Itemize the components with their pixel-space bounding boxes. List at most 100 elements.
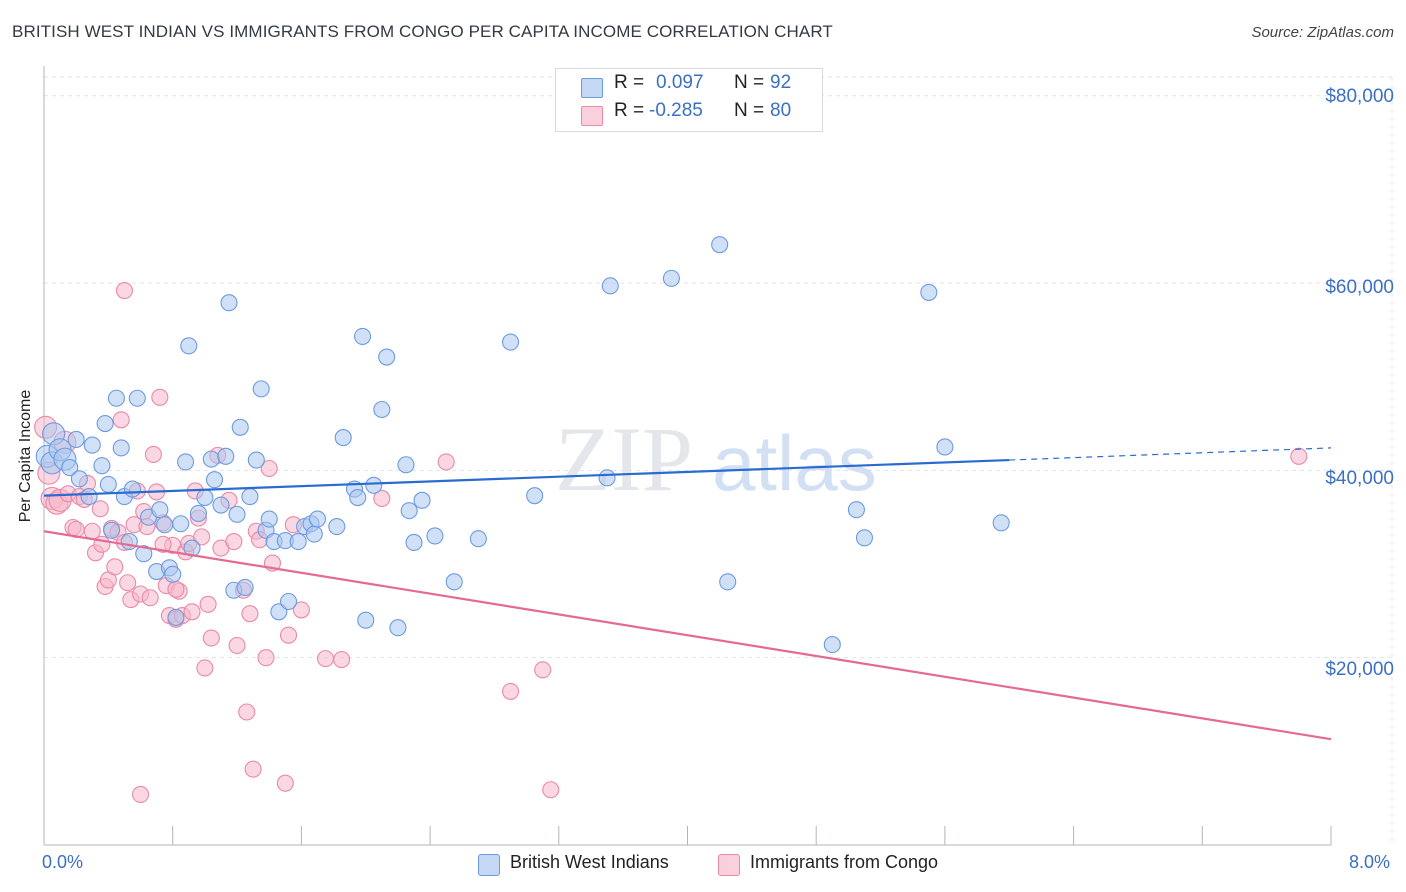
- congo-point: [196, 659, 214, 677]
- bwi-point: [334, 429, 352, 447]
- y-tick-label: $20,000: [1325, 659, 1394, 680]
- congo-point: [167, 580, 185, 598]
- bwi-point: [378, 348, 396, 366]
- congo-point: [238, 703, 256, 721]
- bwi-point: [357, 611, 375, 629]
- bwi-point: [992, 514, 1010, 532]
- bwi-point: [445, 573, 463, 591]
- congo-point: [228, 636, 246, 655]
- blue-swatch: [581, 78, 603, 98]
- bwi-point: [231, 418, 249, 436]
- bwi-point: [205, 471, 224, 489]
- bwi-point: [823, 636, 841, 654]
- bwi-point: [83, 436, 101, 454]
- bwi-point: [128, 389, 146, 407]
- bwi-point: [196, 488, 214, 507]
- bwi-point: [719, 573, 737, 591]
- bwi-point: [99, 475, 117, 493]
- series-name: Immigrants from Congo: [750, 852, 939, 872]
- bwi-point: [289, 532, 307, 551]
- n-label: N =: [734, 72, 765, 93]
- bwi-point: [397, 456, 415, 474]
- bwi-point: [373, 400, 391, 419]
- congo-point: [144, 445, 162, 463]
- y-tick-label: $60,000: [1325, 277, 1394, 298]
- r-value: -0.285: [649, 100, 703, 121]
- source-label: Source: ZipAtlas.com: [1251, 24, 1394, 41]
- n-value: 92: [770, 72, 792, 93]
- congo-point: [437, 453, 455, 471]
- congo-point: [373, 489, 391, 508]
- n-label: N =: [734, 100, 765, 121]
- bwi-point: [180, 337, 198, 355]
- bwi-point: [61, 459, 79, 477]
- bwi-point: [711, 236, 729, 254]
- bwi-point: [212, 496, 230, 514]
- bwi-point: [96, 414, 114, 433]
- bwi-point: [220, 294, 238, 312]
- y-tick-label: $40,000: [1325, 468, 1394, 489]
- congo-point: [141, 589, 159, 607]
- congo-point: [241, 605, 259, 623]
- congo-point: [276, 774, 294, 792]
- bwi-point: [598, 469, 616, 487]
- bwi-point: [177, 453, 195, 471]
- bwi-point: [405, 533, 423, 552]
- congo-point: [151, 388, 169, 406]
- congo-point: [193, 528, 211, 546]
- congo-point: [534, 661, 552, 679]
- bwi-point: [107, 389, 125, 407]
- legend-row-pink: R = -0.285 N = 80: [556, 100, 822, 128]
- bwi-point: [413, 491, 431, 509]
- bwi-point: [920, 283, 938, 301]
- congo-point: [112, 411, 130, 429]
- bwi-point: [172, 515, 190, 533]
- bwi-point: [80, 488, 98, 506]
- bwi-point: [67, 430, 85, 449]
- bwi-point: [400, 502, 418, 520]
- bwi-point: [601, 277, 619, 295]
- bwi-point: [202, 450, 220, 468]
- y-axis-label: Per Capita Income: [17, 389, 34, 523]
- bwi-point: [260, 510, 278, 528]
- chart-title: BRITISH WEST INDIAN VS IMMIGRANTS FROM C…: [12, 22, 833, 41]
- legend-row-blue: R = 0.097 N = 92: [556, 72, 822, 100]
- congo-point: [316, 650, 335, 668]
- bwi-point: [236, 578, 254, 596]
- congo-point: [131, 785, 150, 803]
- congo-point: [199, 595, 217, 613]
- watermark-zip: ZIP: [555, 408, 693, 510]
- bwi-point: [252, 380, 270, 398]
- bwi-point: [279, 592, 298, 611]
- congo-point: [115, 281, 133, 300]
- congo-point: [154, 535, 172, 553]
- bwi-point: [855, 529, 874, 547]
- y-tick-label: $80,000: [1325, 86, 1394, 107]
- bwi-point: [164, 565, 182, 583]
- bwi-point: [228, 505, 246, 523]
- bwi-point: [936, 438, 954, 456]
- pink-legend-swatch: [718, 854, 740, 876]
- congo-point: [257, 649, 275, 667]
- x-tick-label-max: 8.0%: [1349, 852, 1391, 872]
- correlation-legend: R = 0.097 N = 92 R = -0.285 N = 80: [555, 68, 823, 132]
- congo-point: [244, 760, 262, 778]
- r-label: R =: [614, 72, 645, 93]
- bwi-point: [156, 516, 174, 534]
- bwi-point: [189, 504, 207, 522]
- r-value: 0.097: [656, 72, 704, 93]
- bwi-point: [365, 476, 383, 494]
- bwi-point: [112, 439, 130, 457]
- watermark-atlas: atlas: [712, 419, 877, 507]
- bwi-point: [120, 532, 138, 551]
- x-tick-label-min: 0.0%: [42, 852, 84, 872]
- congo-point: [260, 459, 278, 478]
- bwi-point: [305, 525, 323, 543]
- r-label: R =: [614, 100, 645, 121]
- pink-swatch: [581, 106, 603, 126]
- bwi-point: [353, 327, 372, 345]
- bwi-point: [167, 608, 185, 626]
- bwi-point: [123, 480, 142, 498]
- congo-point: [225, 532, 243, 551]
